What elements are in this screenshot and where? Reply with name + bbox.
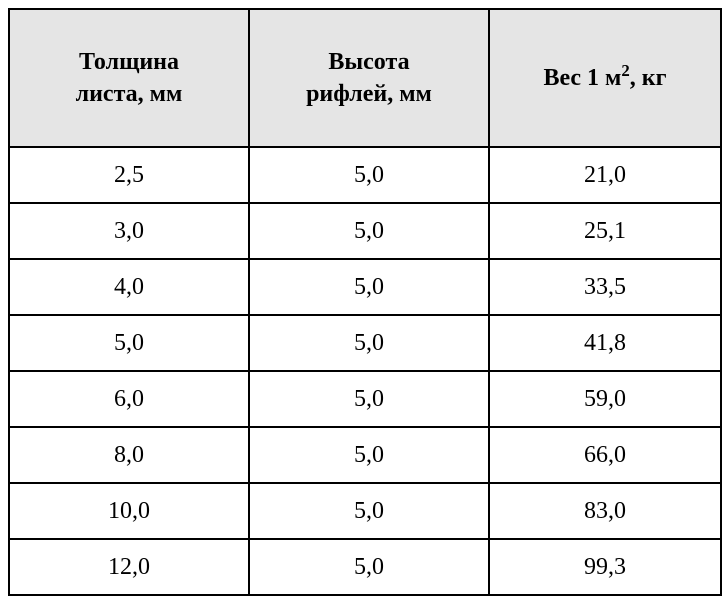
table-row: 3,0 5,0 25,1 [9, 203, 721, 259]
table-row: 6,0 5,0 59,0 [9, 371, 721, 427]
cell-weight: 59,0 [489, 371, 721, 427]
cell-weight: 83,0 [489, 483, 721, 539]
table-header: Толщина листа, мм Высота рифлей, мм Вес … [9, 9, 721, 147]
cell-weight: 25,1 [489, 203, 721, 259]
table-row: 4,0 5,0 33,5 [9, 259, 721, 315]
cell-thickness: 4,0 [9, 259, 249, 315]
col-header-line1: Высота [328, 49, 409, 75]
col-header-part1: Вес 1 м [543, 65, 621, 91]
cell-thickness: 12,0 [9, 539, 249, 595]
col-header-line2: листа, мм [76, 81, 183, 107]
data-table: Толщина листа, мм Высота рифлей, мм Вес … [8, 8, 722, 596]
col-header-part2: , кг [630, 65, 667, 91]
col-header-weight: Вес 1 м2, кг [489, 9, 721, 147]
cell-thickness: 6,0 [9, 371, 249, 427]
cell-thickness: 10,0 [9, 483, 249, 539]
table-row: 2,5 5,0 21,0 [9, 147, 721, 203]
header-row: Толщина листа, мм Высота рифлей, мм Вес … [9, 9, 721, 147]
table-row: 8,0 5,0 66,0 [9, 427, 721, 483]
cell-rib-height: 5,0 [249, 427, 489, 483]
table-row: 5,0 5,0 41,8 [9, 315, 721, 371]
table-row: 12,0 5,0 99,3 [9, 539, 721, 595]
cell-rib-height: 5,0 [249, 147, 489, 203]
cell-weight: 33,5 [489, 259, 721, 315]
col-header-rib-height: Высота рифлей, мм [249, 9, 489, 147]
table-body: 2,5 5,0 21,0 3,0 5,0 25,1 4,0 5,0 33,5 5… [9, 147, 721, 595]
col-header-sup: 2 [621, 61, 629, 80]
cell-rib-height: 5,0 [249, 539, 489, 595]
cell-rib-height: 5,0 [249, 259, 489, 315]
cell-thickness: 3,0 [9, 203, 249, 259]
cell-rib-height: 5,0 [249, 483, 489, 539]
cell-thickness: 8,0 [9, 427, 249, 483]
cell-rib-height: 5,0 [249, 203, 489, 259]
col-header-line1: Толщина [79, 49, 179, 75]
cell-thickness: 2,5 [9, 147, 249, 203]
cell-weight: 41,8 [489, 315, 721, 371]
cell-weight: 99,3 [489, 539, 721, 595]
col-header-line2: рифлей, мм [306, 81, 432, 107]
col-header-thickness: Толщина листа, мм [9, 9, 249, 147]
cell-weight: 66,0 [489, 427, 721, 483]
cell-thickness: 5,0 [9, 315, 249, 371]
cell-rib-height: 5,0 [249, 315, 489, 371]
table-row: 10,0 5,0 83,0 [9, 483, 721, 539]
cell-rib-height: 5,0 [249, 371, 489, 427]
cell-weight: 21,0 [489, 147, 721, 203]
